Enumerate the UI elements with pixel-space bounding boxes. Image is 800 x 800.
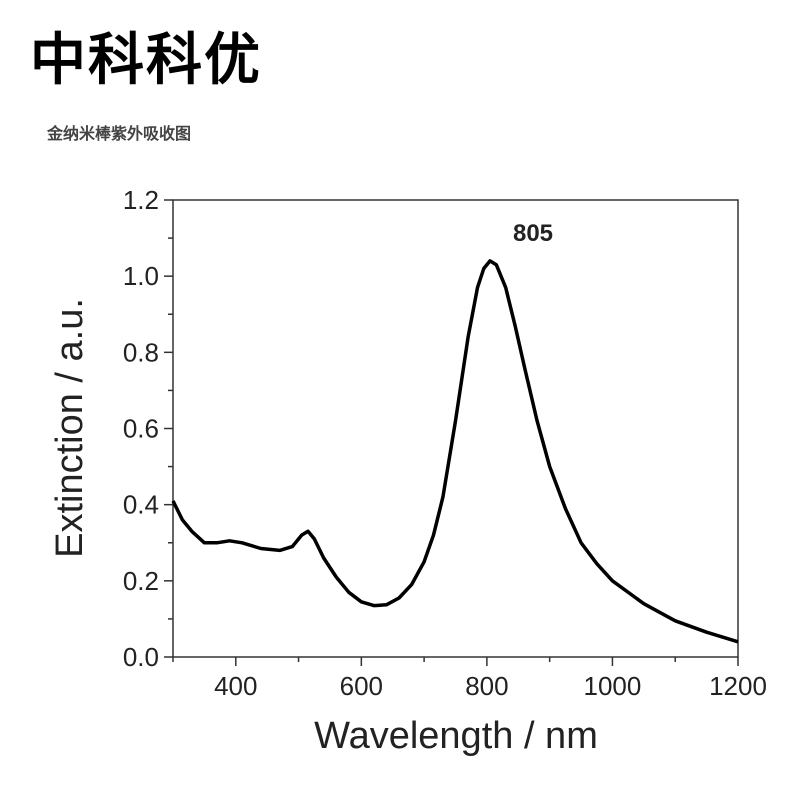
spectrum-line xyxy=(171,259,739,644)
x-axis-label: Wavelength / nm xyxy=(314,715,598,757)
y-tick-label: 0.8 xyxy=(123,337,159,367)
y-tick-label: 0.6 xyxy=(123,414,159,444)
y-tick-label: 0.2 xyxy=(123,566,159,596)
y-tick-label: 0.4 xyxy=(123,490,159,520)
y-tick-label: 1.0 xyxy=(123,261,159,291)
x-tick-label: 400 xyxy=(214,671,257,701)
x-tick-label: 1000 xyxy=(584,671,642,701)
x-tick-label: 1200 xyxy=(709,671,767,701)
y-axis-label: Extinction / a.u. xyxy=(49,298,91,558)
x-tick-label: 800 xyxy=(465,671,508,701)
y-tick-label: 1.2 xyxy=(123,185,159,215)
y-tick-label: 0.0 xyxy=(123,642,159,672)
brand-logo-text: 中科科优 xyxy=(30,28,262,93)
subtitle: 金纳米棒紫外吸收图 xyxy=(47,124,192,143)
peak-annotation: 805 xyxy=(513,220,553,247)
x-tick-label: 600 xyxy=(340,671,383,701)
